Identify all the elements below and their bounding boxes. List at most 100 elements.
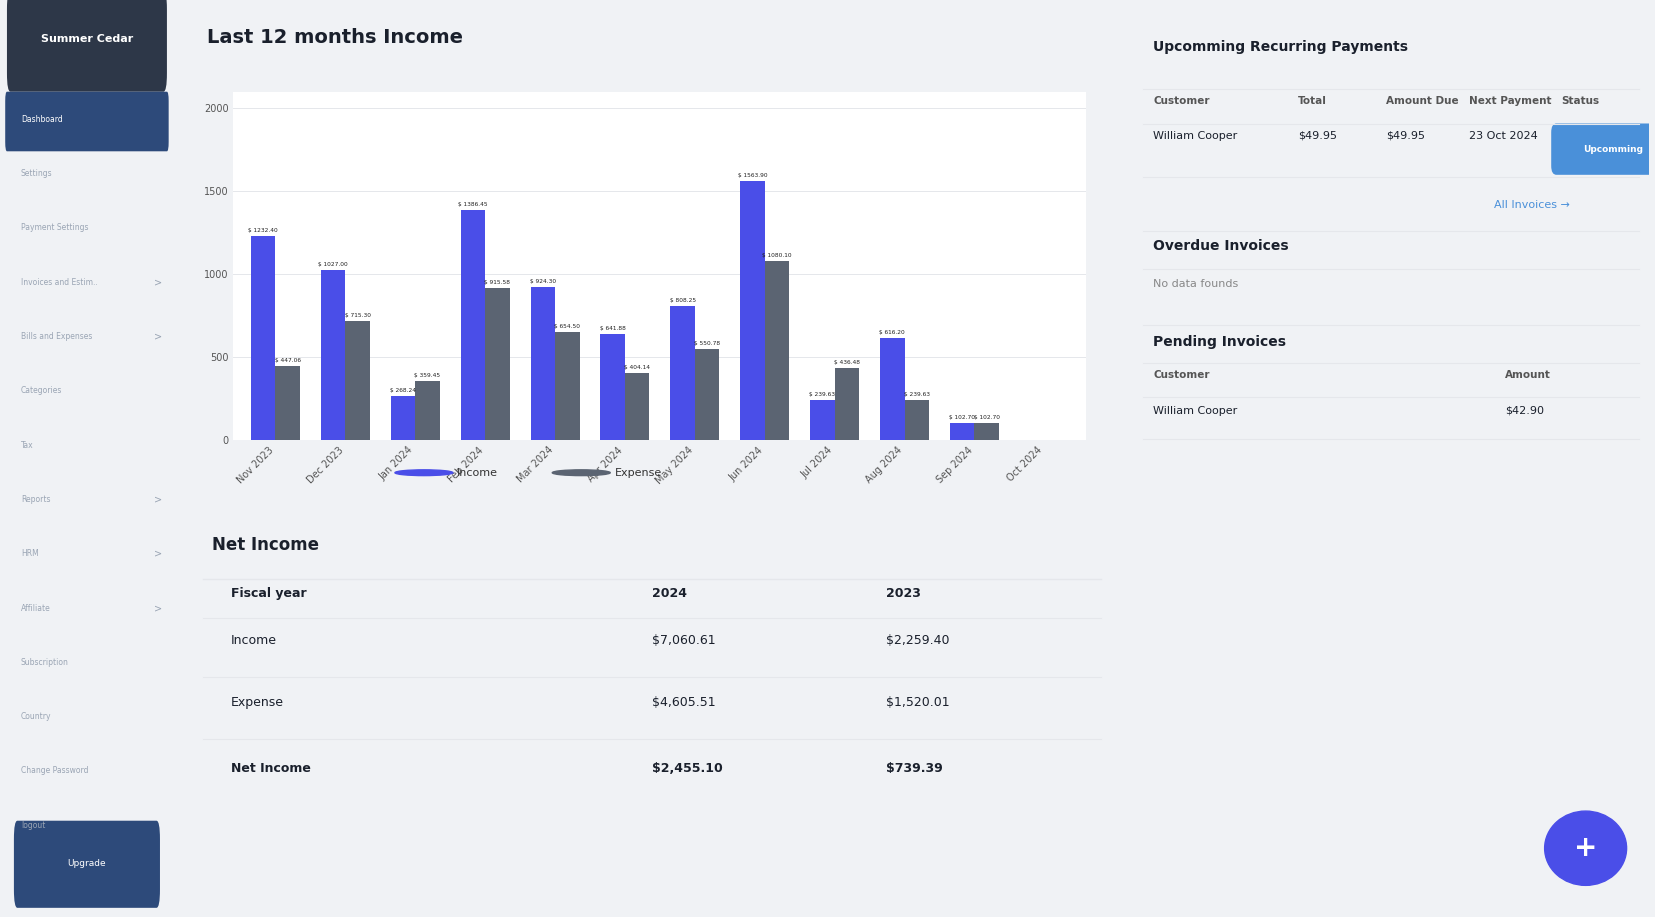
Text: $ 102.70: $ 102.70 bbox=[973, 415, 1000, 420]
Text: Categories: Categories bbox=[22, 386, 63, 395]
Text: Last 12 months Income: Last 12 months Income bbox=[207, 28, 463, 47]
Text: Country: Country bbox=[22, 713, 51, 721]
Text: Affiliate: Affiliate bbox=[22, 603, 51, 613]
Bar bbox=[460, 210, 485, 440]
Text: $ 447.06: $ 447.06 bbox=[275, 358, 301, 363]
Bar bbox=[695, 348, 718, 440]
Text: Upcomming Recurring Payments: Upcomming Recurring Payments bbox=[1152, 40, 1407, 54]
Text: $ 915.58: $ 915.58 bbox=[485, 281, 510, 285]
Text: Subscription: Subscription bbox=[22, 657, 70, 667]
Text: Expense: Expense bbox=[230, 696, 283, 709]
FancyBboxPatch shape bbox=[1551, 124, 1655, 175]
Bar bbox=[391, 395, 415, 440]
Text: Income: Income bbox=[230, 634, 276, 646]
Text: $ 924.30: $ 924.30 bbox=[530, 279, 556, 283]
Text: $49.95: $49.95 bbox=[1298, 130, 1336, 140]
Text: $739.39: $739.39 bbox=[885, 762, 942, 775]
Text: Customer: Customer bbox=[1152, 96, 1210, 106]
Text: $2,259.40: $2,259.40 bbox=[885, 634, 948, 646]
Text: >: > bbox=[154, 603, 162, 613]
Text: $4,605.51: $4,605.51 bbox=[650, 696, 715, 709]
Text: Dashboard: Dashboard bbox=[22, 115, 63, 124]
Bar bbox=[321, 270, 346, 440]
Text: $ 1027.00: $ 1027.00 bbox=[318, 261, 348, 267]
Bar bbox=[765, 261, 789, 440]
Bar bbox=[973, 423, 998, 440]
Text: $ 268.24: $ 268.24 bbox=[391, 388, 415, 392]
Text: logout: logout bbox=[22, 821, 45, 830]
Text: $1,520.01: $1,520.01 bbox=[885, 696, 948, 709]
Text: $ 436.48: $ 436.48 bbox=[834, 359, 859, 365]
FancyBboxPatch shape bbox=[13, 821, 161, 908]
Text: Expense: Expense bbox=[614, 468, 662, 478]
Text: $ 1386.45: $ 1386.45 bbox=[458, 202, 488, 207]
FancyBboxPatch shape bbox=[5, 92, 169, 151]
Text: Pending Invoices: Pending Invoices bbox=[1152, 335, 1286, 349]
Text: >: > bbox=[154, 494, 162, 504]
Text: $ 404.14: $ 404.14 bbox=[624, 365, 650, 370]
Text: Payment Settings: Payment Settings bbox=[22, 224, 88, 232]
Text: Status: Status bbox=[1561, 96, 1599, 106]
Text: $ 1232.40: $ 1232.40 bbox=[248, 227, 278, 233]
Text: Income: Income bbox=[457, 468, 498, 478]
Text: Fiscal year: Fiscal year bbox=[230, 587, 306, 600]
Text: All Invoices →: All Invoices → bbox=[1493, 200, 1569, 210]
Bar bbox=[809, 401, 834, 440]
Text: Customer: Customer bbox=[1152, 370, 1210, 381]
Text: Next Payment: Next Payment bbox=[1468, 96, 1551, 106]
Bar bbox=[346, 322, 369, 440]
Text: Amount: Amount bbox=[1504, 370, 1549, 381]
Bar bbox=[252, 236, 275, 440]
Bar bbox=[950, 423, 973, 440]
Text: $2,455.10: $2,455.10 bbox=[650, 762, 722, 775]
Text: $ 654.50: $ 654.50 bbox=[554, 324, 579, 328]
FancyBboxPatch shape bbox=[7, 0, 167, 92]
Text: $ 550.78: $ 550.78 bbox=[693, 341, 720, 346]
Text: Upcomming: Upcomming bbox=[1582, 145, 1642, 154]
Text: $ 616.20: $ 616.20 bbox=[879, 330, 905, 335]
Text: $ 808.25: $ 808.25 bbox=[669, 298, 695, 303]
Text: +: + bbox=[1572, 834, 1597, 862]
Text: Net Income: Net Income bbox=[230, 762, 309, 775]
Bar bbox=[601, 334, 624, 440]
Text: Bills and Expenses: Bills and Expenses bbox=[22, 332, 93, 341]
Bar bbox=[530, 287, 554, 440]
Bar bbox=[624, 373, 649, 440]
Bar bbox=[485, 288, 510, 440]
Text: $42.90: $42.90 bbox=[1504, 405, 1542, 415]
Bar bbox=[879, 337, 904, 440]
Bar bbox=[834, 368, 859, 440]
Bar bbox=[415, 381, 440, 440]
Bar bbox=[275, 366, 300, 440]
Text: Upgrade: Upgrade bbox=[68, 859, 106, 868]
Text: Tax: Tax bbox=[22, 440, 33, 449]
Circle shape bbox=[551, 470, 609, 476]
Text: $ 102.70: $ 102.70 bbox=[948, 415, 975, 420]
Text: $49.95: $49.95 bbox=[1385, 130, 1423, 140]
Text: $ 359.45: $ 359.45 bbox=[414, 372, 440, 378]
Text: $ 1563.90: $ 1563.90 bbox=[736, 172, 766, 178]
Text: Summer Cedar: Summer Cedar bbox=[41, 35, 132, 44]
Circle shape bbox=[1544, 811, 1625, 886]
Bar bbox=[740, 181, 765, 440]
Text: 2024: 2024 bbox=[650, 587, 687, 600]
Text: William Cooper: William Cooper bbox=[1152, 405, 1236, 415]
Bar bbox=[554, 332, 579, 440]
Bar bbox=[670, 306, 695, 440]
Text: $ 239.63: $ 239.63 bbox=[904, 392, 928, 397]
Text: Overdue Invoices: Overdue Invoices bbox=[1152, 239, 1288, 253]
Text: >: > bbox=[154, 277, 162, 287]
Text: $ 1080.10: $ 1080.10 bbox=[761, 253, 791, 258]
Text: No data founds: No data founds bbox=[1152, 279, 1238, 289]
Text: $ 641.88: $ 641.88 bbox=[599, 326, 626, 331]
Bar bbox=[904, 401, 928, 440]
Text: HRM: HRM bbox=[22, 549, 38, 558]
Text: >: > bbox=[154, 548, 162, 558]
Text: 2023: 2023 bbox=[885, 587, 920, 600]
Text: William Cooper: William Cooper bbox=[1152, 130, 1236, 140]
Text: >: > bbox=[154, 331, 162, 341]
Circle shape bbox=[394, 470, 453, 476]
Text: Total: Total bbox=[1298, 96, 1326, 106]
Text: Reports: Reports bbox=[22, 495, 50, 504]
Text: $7,060.61: $7,060.61 bbox=[650, 634, 715, 646]
